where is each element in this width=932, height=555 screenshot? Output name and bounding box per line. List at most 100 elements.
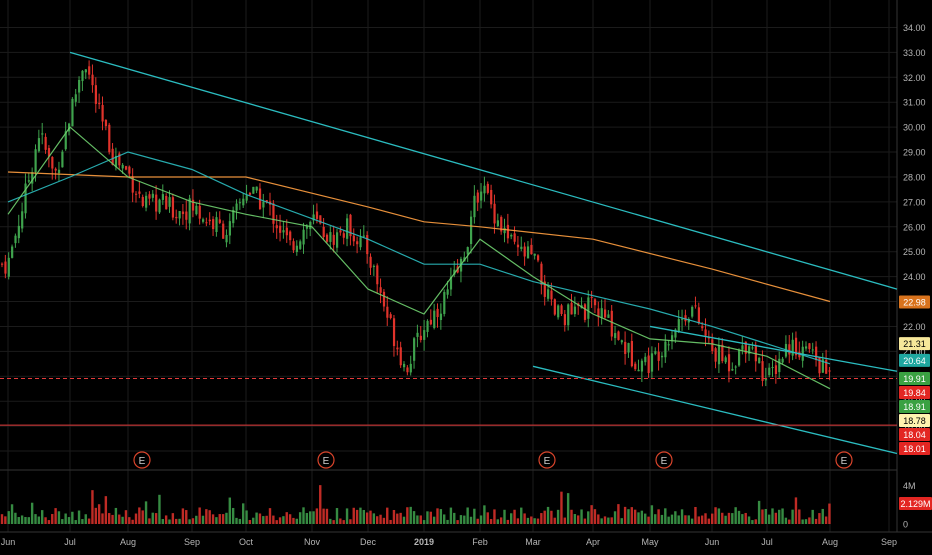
volume-bar: [466, 507, 469, 524]
candle-body: [319, 215, 322, 224]
volume-bar: [446, 519, 449, 524]
candle-body: [516, 244, 520, 248]
candle-body: [614, 333, 617, 339]
volume-bar: [737, 510, 741, 524]
volume-bar: [717, 508, 721, 524]
earnings-marker[interactable]: [133, 451, 151, 469]
volume-bar: [309, 511, 312, 524]
trendline[interactable]: [649, 325, 898, 372]
volume-bar: [476, 518, 479, 524]
candle-body: [751, 347, 754, 349]
volume-bar: [577, 515, 580, 524]
candle-body: [41, 133, 44, 135]
volume-bar: [164, 515, 168, 524]
volume-bar: [483, 505, 486, 524]
time-tick-label: Apr: [586, 537, 600, 547]
volume-bar: [493, 509, 496, 524]
volume-bar: [677, 515, 680, 524]
volume-bar: [362, 510, 365, 524]
candle-body: [721, 344, 724, 362]
earnings-marker[interactable]: [835, 451, 853, 469]
volume-bar: [47, 520, 51, 524]
candle-body: [54, 168, 57, 171]
candle-body: [701, 326, 704, 329]
volume-bar: [633, 509, 637, 524]
volume-bar: [566, 493, 570, 524]
volume-bar: [727, 512, 731, 524]
candle-body: [305, 225, 309, 229]
candle-body: [818, 357, 821, 374]
volume-bar: [523, 513, 526, 524]
volume-bar: [811, 509, 814, 524]
candle-body: [242, 198, 245, 206]
earnings-marker-label: E: [323, 456, 330, 467]
volume-bar: [704, 513, 707, 524]
volume-bar: [761, 509, 764, 524]
volume-bar: [647, 516, 650, 524]
earnings-marker[interactable]: [538, 451, 556, 469]
volume-bar: [121, 516, 124, 524]
time-tick-label: Dec: [360, 537, 377, 547]
volume-bar: [804, 519, 808, 524]
volume-bar: [664, 508, 667, 524]
earnings-marker[interactable]: [655, 451, 673, 469]
candle-body: [684, 315, 687, 322]
volume-bar: [694, 506, 697, 524]
candle-body: [171, 197, 175, 218]
candle-body: [711, 339, 714, 352]
volume-bar: [54, 508, 57, 524]
volume-bar: [654, 514, 657, 524]
candle-body: [7, 257, 10, 277]
candle-body: [279, 225, 282, 233]
volume-bar: [409, 506, 412, 524]
price-badge-label: 18.04: [903, 430, 926, 440]
candle-body: [664, 341, 667, 358]
candle-body: [104, 119, 108, 127]
volume-bar: [342, 520, 345, 524]
volume-bar: [486, 512, 489, 524]
candle-body: [473, 195, 476, 218]
candle-body: [724, 357, 727, 363]
volume-bar: [791, 509, 794, 524]
candle-body: [674, 329, 677, 338]
volume-bar: [510, 513, 513, 524]
candle-body: [667, 344, 670, 346]
price-badge: [899, 442, 930, 456]
candle-body: [660, 355, 664, 358]
earnings-marker[interactable]: [317, 451, 335, 469]
time-tick-label: Feb: [472, 537, 488, 547]
trendline[interactable]: [532, 365, 898, 455]
candle-body: [309, 221, 312, 229]
candle-body: [624, 341, 627, 354]
candle-body: [587, 297, 590, 319]
candle-body: [14, 235, 17, 244]
volume-bar: [603, 516, 607, 524]
volume-bar: [319, 485, 322, 524]
candle-body: [476, 192, 479, 203]
candle-body: [272, 203, 275, 224]
price-badge: [899, 400, 930, 414]
time-tick-label: Nov: [304, 537, 321, 547]
candle-body: [158, 199, 161, 213]
candle-body: [567, 304, 570, 326]
trendline[interactable]: [69, 51, 898, 290]
volume-bar: [295, 518, 298, 524]
volume-bar: [298, 512, 302, 524]
candle-body: [161, 194, 164, 200]
candle-body: [342, 233, 345, 238]
candle-body: [426, 320, 429, 332]
volume-bar: [489, 519, 493, 524]
volume-bar: [771, 508, 774, 524]
candle-body: [805, 346, 808, 349]
volume-bar: [154, 513, 158, 524]
volume-bar: [372, 513, 376, 524]
candle-body: [302, 229, 305, 245]
price-tick-label: 29.00: [903, 148, 926, 158]
price-badge: [899, 372, 930, 386]
candle-body: [262, 201, 265, 208]
time-tick-label: Jun: [705, 537, 720, 547]
candle-body: [57, 169, 61, 174]
candle-body: [620, 340, 623, 343]
candle-body: [168, 197, 171, 207]
